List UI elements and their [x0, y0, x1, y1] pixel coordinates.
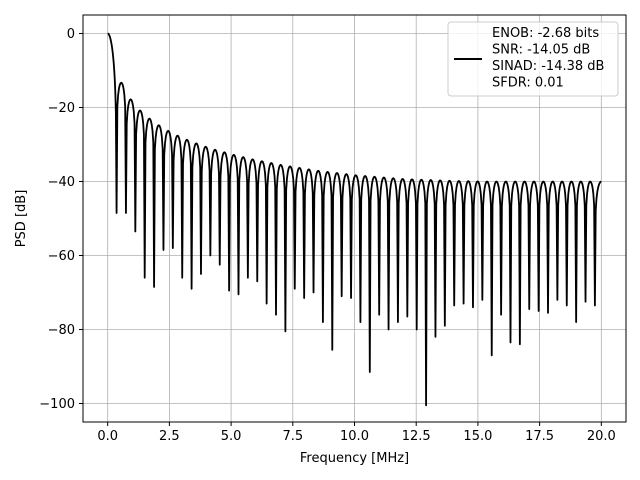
psd-series — [107, 32, 602, 407]
x-tick-label: 0.0 — [97, 429, 118, 444]
x-axis-label: Frequency [MHz] — [300, 451, 409, 466]
y-tick-label: −60 — [48, 249, 75, 264]
legend-sinad-text: SINAD: -14.38 dB — [492, 59, 604, 74]
x-tick-label: 2.5 — [159, 429, 180, 444]
x-tick-label: 12.5 — [402, 429, 431, 444]
legend-enob-text: ENOB: -2.68 bits — [492, 26, 599, 41]
y-axis-label: PSD [dB] — [14, 190, 29, 248]
x-axis-ticks: 0.0 2.5 5.0 7.5 10.0 12.5 15.0 17.5 20.0 — [97, 422, 616, 444]
legend-frame — [447, 21, 619, 97]
y-tick-label: −40 — [48, 175, 75, 190]
x-tick-label: 17.5 — [525, 429, 554, 444]
legend: ENOB: -2.68 bits SNR: -14.05 dB SINAD: -… — [447, 21, 619, 97]
x-tick-label: 5.0 — [221, 429, 242, 444]
y-axis-ticks: 0 −20 −40 −60 −80 −100 — [39, 27, 83, 412]
x-tick-label: 10.0 — [340, 429, 369, 444]
y-tick-label: −20 — [48, 101, 75, 116]
psd-line — [107, 32, 602, 407]
y-tick-label: −80 — [48, 323, 75, 338]
legend-sfdr-text: SFDR: 0.01 — [492, 76, 564, 91]
y-tick-label: −100 — [39, 397, 75, 412]
y-tick-label: 0 — [67, 27, 75, 42]
legend-snr-text: SNR: -14.05 dB — [492, 43, 590, 58]
x-tick-label: 7.5 — [282, 429, 303, 444]
x-tick-label: 15.0 — [463, 429, 492, 444]
x-tick-label: 20.0 — [587, 429, 616, 444]
